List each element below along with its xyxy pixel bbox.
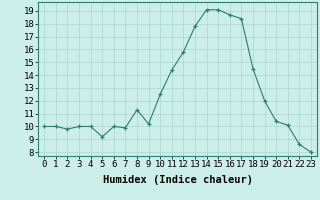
X-axis label: Humidex (Indice chaleur): Humidex (Indice chaleur) <box>103 175 252 185</box>
